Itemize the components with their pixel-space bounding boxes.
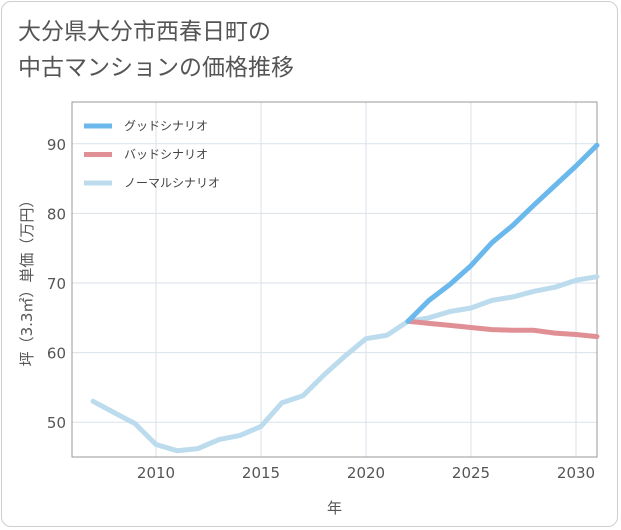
series-layer <box>90 142 600 454</box>
chart-title: 大分県大分市西春日町の 中古マンションの価格推移 <box>18 14 294 86</box>
grid-lines <box>72 102 597 457</box>
chart-title-line-1: 大分県大分市西春日町の <box>18 19 271 45</box>
legend-label: バッドシナリオ <box>124 148 208 162</box>
y-tick-label: 50 <box>47 414 66 432</box>
legend-label: グッドシナリオ <box>124 119 208 133</box>
plot-area <box>71 101 598 458</box>
x-tick-label: 2025 <box>452 464 490 482</box>
x-axis-label: 年 <box>327 499 342 517</box>
series-line-0 <box>405 142 600 324</box>
x-tick-label: 2030 <box>557 464 595 482</box>
y-tick-label: 80 <box>47 205 66 223</box>
x-tick-label: 2010 <box>137 464 175 482</box>
y-tick-label: 60 <box>47 345 66 363</box>
chart-title-line-2: 中古マンションの価格推移 <box>18 55 294 81</box>
y-tick-label: 70 <box>47 275 66 293</box>
series-line-2 <box>90 274 600 454</box>
y-tick-label: 90 <box>47 136 66 154</box>
y-axis-ticks: 50 60 70 80 90 <box>47 136 66 432</box>
y-axis-label: 坪（3.3㎡）単価（万円） <box>18 193 36 367</box>
series-line-1 <box>405 318 600 340</box>
x-tick-label: 2020 <box>347 464 385 482</box>
x-tick-label: 2015 <box>242 464 280 482</box>
x-axis-ticks: 2010 2015 2020 2025 2030 <box>137 464 595 482</box>
legend-label: ノーマルシナリオ <box>124 176 220 190</box>
